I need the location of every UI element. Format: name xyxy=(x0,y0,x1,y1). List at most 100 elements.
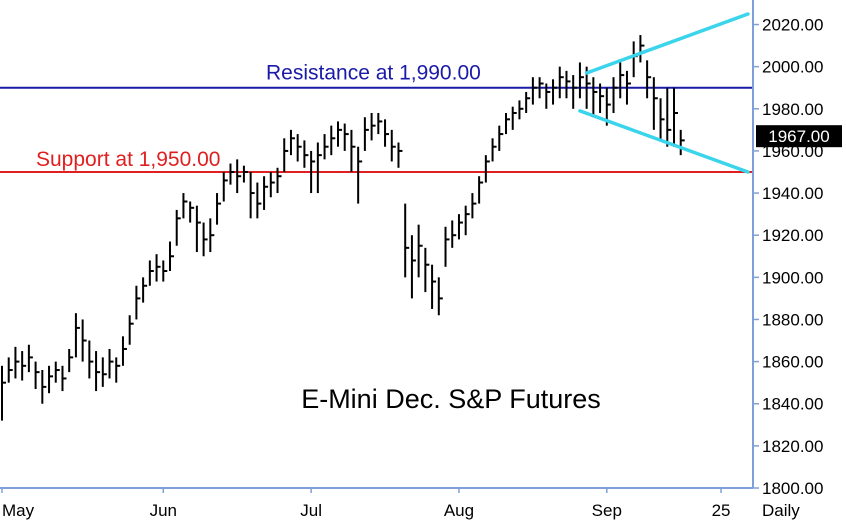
y-tick-label: 1900.00 xyxy=(762,268,823,287)
price-bar xyxy=(316,142,322,194)
price-bar xyxy=(195,205,201,253)
price-bar xyxy=(451,220,457,248)
price-bar xyxy=(659,98,665,141)
price-bar xyxy=(673,87,678,147)
price-bar xyxy=(61,365,67,392)
price-bar xyxy=(296,134,302,162)
y-tick-label: 1880.00 xyxy=(762,310,823,329)
price-bar xyxy=(377,113,383,135)
x-tick-label: Aug xyxy=(444,501,474,520)
price-bar xyxy=(639,35,645,63)
price-bar xyxy=(552,79,558,105)
price-bar xyxy=(95,351,101,392)
price-bar xyxy=(169,241,174,272)
price-bar xyxy=(101,357,107,387)
price-bar xyxy=(135,285,141,320)
price-bar xyxy=(505,113,510,135)
price-bar xyxy=(390,129,396,162)
frequency-label: Daily xyxy=(762,501,800,520)
price-bar xyxy=(343,123,349,151)
price-bar xyxy=(337,121,342,147)
y-tick-label: 1980.00 xyxy=(762,100,823,119)
price-bar xyxy=(34,361,40,389)
price-bar xyxy=(189,201,195,223)
price-bar xyxy=(303,140,309,168)
price-bar xyxy=(518,100,524,120)
price-bar xyxy=(216,193,222,225)
price-bar xyxy=(162,260,168,282)
price-bar xyxy=(612,77,618,114)
price-bar xyxy=(370,113,376,141)
y-tick-label: 1920.00 xyxy=(762,226,823,245)
price-bar xyxy=(431,264,437,309)
price-bar xyxy=(155,254,161,282)
y-tick-label: 1820.00 xyxy=(762,437,823,456)
price-bar xyxy=(263,176,269,210)
price-bar xyxy=(444,226,450,267)
last-price-box xyxy=(756,125,842,148)
price-bar xyxy=(41,370,47,404)
label-layer: Resistance at 1,990.00 Support at 1,950.0… xyxy=(36,62,481,171)
price-bar xyxy=(525,91,531,114)
price-bar xyxy=(121,336,127,366)
price-bar xyxy=(14,346,20,379)
price-bar xyxy=(74,313,80,358)
x-tick-label: Jun xyxy=(150,501,177,520)
price-bar xyxy=(471,193,477,219)
price-bar xyxy=(538,77,544,99)
price-bar xyxy=(410,235,416,299)
price-bar xyxy=(182,193,188,219)
price-bar xyxy=(175,209,181,246)
price-bar xyxy=(357,146,363,204)
price-bar xyxy=(457,214,463,240)
price-bar xyxy=(1,365,6,421)
price-bar xyxy=(599,83,605,114)
price-bar xyxy=(142,277,148,303)
price-bar xyxy=(417,224,423,278)
price-bar xyxy=(269,172,275,198)
y-tick-label: 2000.00 xyxy=(762,58,823,77)
y-tick-label: 1940.00 xyxy=(762,184,823,203)
trendline-0 xyxy=(584,12,750,75)
price-bar xyxy=(209,218,215,253)
annotation-label-1: Support at 1,950.00 xyxy=(36,148,220,171)
price-bar xyxy=(625,70,631,105)
price-bar xyxy=(88,340,94,379)
price-bar xyxy=(404,203,410,278)
price-bar xyxy=(27,344,33,373)
price-bar xyxy=(323,134,329,160)
y-tick-label: 2020.00 xyxy=(762,16,823,35)
annotation-label-0: Resistance at 1,990.00 xyxy=(266,62,481,85)
price-bar xyxy=(276,167,282,194)
price-bar xyxy=(249,172,255,219)
x-tick-label: May xyxy=(2,501,35,520)
price-bar xyxy=(363,117,369,151)
x-tick-label: Jul xyxy=(300,501,322,520)
price-bar xyxy=(54,361,60,383)
price-bar xyxy=(310,150,316,194)
price-bar xyxy=(545,83,551,109)
price-bar xyxy=(679,129,685,156)
price-bar xyxy=(384,119,390,147)
price-bar xyxy=(283,138,289,172)
price-bar xyxy=(437,277,443,316)
axis-layer: 2020.002000.001980.001960.001940.001920.… xyxy=(0,0,842,520)
price-bar xyxy=(229,163,235,185)
price-bar xyxy=(68,348,74,373)
price-bar xyxy=(531,77,537,105)
price-bar xyxy=(115,357,121,383)
y-tick-label: 1860.00 xyxy=(762,353,823,372)
price-bar xyxy=(236,159,242,194)
price-bar xyxy=(289,129,295,156)
price-bar xyxy=(511,106,517,130)
last-price-label: 1967.00 xyxy=(768,127,829,146)
x-tick-label: Sep xyxy=(592,501,622,520)
price-bar xyxy=(242,165,248,183)
price-bar xyxy=(464,205,470,236)
price-bar xyxy=(572,75,578,109)
price-bar xyxy=(21,351,27,381)
chart-title: E-Mini Dec. S&P Futures xyxy=(301,384,601,414)
price-bar xyxy=(652,77,658,130)
trendline-layer xyxy=(578,12,750,174)
